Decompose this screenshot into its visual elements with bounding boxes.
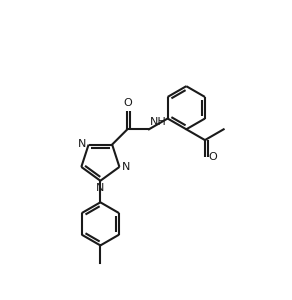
Text: NH: NH — [150, 117, 166, 127]
Text: N: N — [78, 139, 86, 149]
Text: O: O — [123, 98, 132, 108]
Text: N: N — [96, 183, 105, 193]
Text: O: O — [208, 152, 217, 162]
Text: N: N — [122, 162, 130, 172]
